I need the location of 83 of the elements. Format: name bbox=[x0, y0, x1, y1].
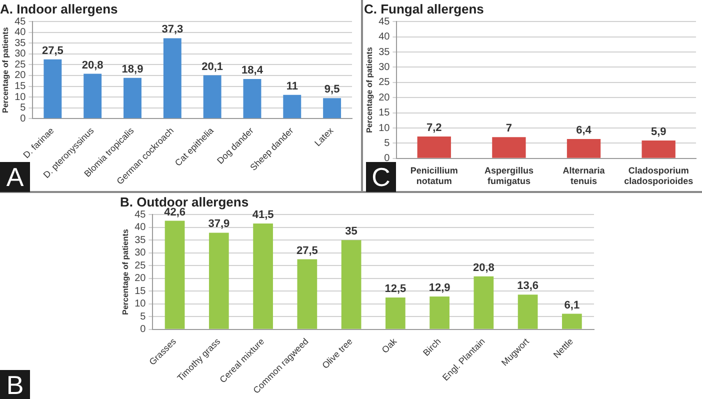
y-tick-label: 40 bbox=[14, 27, 26, 38]
bar bbox=[385, 297, 406, 329]
bar bbox=[430, 296, 450, 329]
bar bbox=[562, 314, 582, 329]
y-axis-title: Percentage of patients bbox=[365, 46, 374, 133]
bar bbox=[283, 94, 302, 118]
data-label: 37,3 bbox=[162, 24, 184, 36]
bar bbox=[44, 59, 62, 118]
text: B bbox=[0, 370, 30, 399]
y-tick-label: 45 bbox=[378, 16, 390, 28]
data-label: 20,8 bbox=[82, 59, 104, 72]
bar bbox=[124, 78, 142, 118]
bar bbox=[297, 259, 318, 329]
x-tick-label: Cladosporium cladosporioides bbox=[624, 165, 694, 186]
bar bbox=[323, 98, 342, 118]
data-label: 6,1 bbox=[564, 299, 580, 312]
y-tick-label: 30 bbox=[14, 48, 26, 60]
chart-title: A. Indoor allergens bbox=[0, 1, 118, 16]
y-tick-label: 5 bbox=[384, 138, 390, 149]
y-tick-label: 25 bbox=[134, 260, 146, 272]
y-tick-label: 20 bbox=[378, 92, 390, 104]
y-axis-title: Percentage of patients bbox=[121, 228, 130, 315]
y-tick-label: 40 bbox=[378, 32, 390, 43]
text: C bbox=[366, 162, 396, 192]
y-tick-label: 5 bbox=[140, 311, 146, 322]
data-label: 27,5 bbox=[296, 244, 318, 257]
data-label: 18,9 bbox=[122, 63, 144, 76]
x-tick-label: Penicillium notatum bbox=[410, 165, 458, 186]
data-label: 13,6 bbox=[517, 280, 539, 292]
x-tick-label: Alternaria tenuis bbox=[562, 165, 606, 186]
y-tick-label: 35 bbox=[14, 38, 26, 49]
data-label: 41,5 bbox=[252, 209, 274, 222]
data-label: 7 bbox=[506, 122, 512, 135]
y-tick-label: 45 bbox=[134, 209, 146, 220]
y-tick-label: 30 bbox=[134, 248, 146, 259]
y-tick-label: 10 bbox=[378, 122, 390, 134]
y-tick-label: 15 bbox=[378, 108, 390, 119]
data-label: 42,6 bbox=[164, 206, 186, 218]
y-tick-label: 10 bbox=[134, 298, 146, 310]
data-label: 6,4 bbox=[576, 124, 592, 136]
text: A bbox=[0, 162, 30, 192]
bar bbox=[208, 232, 229, 329]
y-tick-label: 25 bbox=[14, 59, 26, 70]
y-tick-label: 20 bbox=[134, 273, 146, 284]
y-tick-label: 5 bbox=[20, 102, 26, 114]
y-tick-label: 10 bbox=[14, 92, 26, 103]
x-tick-label: Oak bbox=[380, 336, 399, 356]
data-label: 12,5 bbox=[384, 283, 406, 296]
data-label: 11 bbox=[286, 80, 298, 92]
bar bbox=[253, 224, 273, 329]
bar bbox=[341, 240, 362, 329]
bar bbox=[203, 75, 222, 118]
data-label: 20,8 bbox=[472, 262, 494, 274]
y-tick-label: 25 bbox=[378, 77, 390, 88]
y-axis-title: Percentage of patients bbox=[1, 26, 10, 114]
chart-title: C. Fungal allergens bbox=[364, 1, 484, 16]
bar bbox=[163, 38, 182, 118]
data-label: 37,9 bbox=[208, 218, 230, 230]
data-label: 12,9 bbox=[428, 282, 450, 294]
y-tick-label: 0 bbox=[384, 153, 390, 164]
bar bbox=[84, 74, 102, 118]
data-label: 5,9 bbox=[650, 126, 666, 138]
y-tick-label: 35 bbox=[134, 234, 146, 246]
y-tick-label: 35 bbox=[378, 46, 390, 58]
data-label: 35 bbox=[345, 226, 358, 238]
data-label: 20,1 bbox=[202, 60, 224, 73]
bar bbox=[474, 276, 494, 329]
data-label: 9,5 bbox=[324, 84, 340, 96]
y-tick-label: 15 bbox=[14, 81, 26, 92]
data-label: 27,5 bbox=[42, 44, 64, 57]
y-tick-label: 15 bbox=[134, 286, 146, 297]
y-tick-label: 0 bbox=[140, 324, 146, 336]
data-label: 7,2 bbox=[426, 122, 442, 134]
bar bbox=[164, 220, 185, 329]
y-tick-label: 40 bbox=[134, 222, 146, 234]
x-tick-label: Aspergillus fumigatus bbox=[484, 165, 534, 186]
y-tick-label: 0 bbox=[20, 113, 26, 124]
bar bbox=[243, 78, 262, 118]
y-tick-label: 45 bbox=[14, 16, 26, 28]
y-tick-label: 30 bbox=[378, 62, 390, 73]
y-tick-label: 20 bbox=[14, 70, 26, 82]
data-label: 18,4 bbox=[242, 64, 264, 76]
bar bbox=[518, 294, 538, 329]
